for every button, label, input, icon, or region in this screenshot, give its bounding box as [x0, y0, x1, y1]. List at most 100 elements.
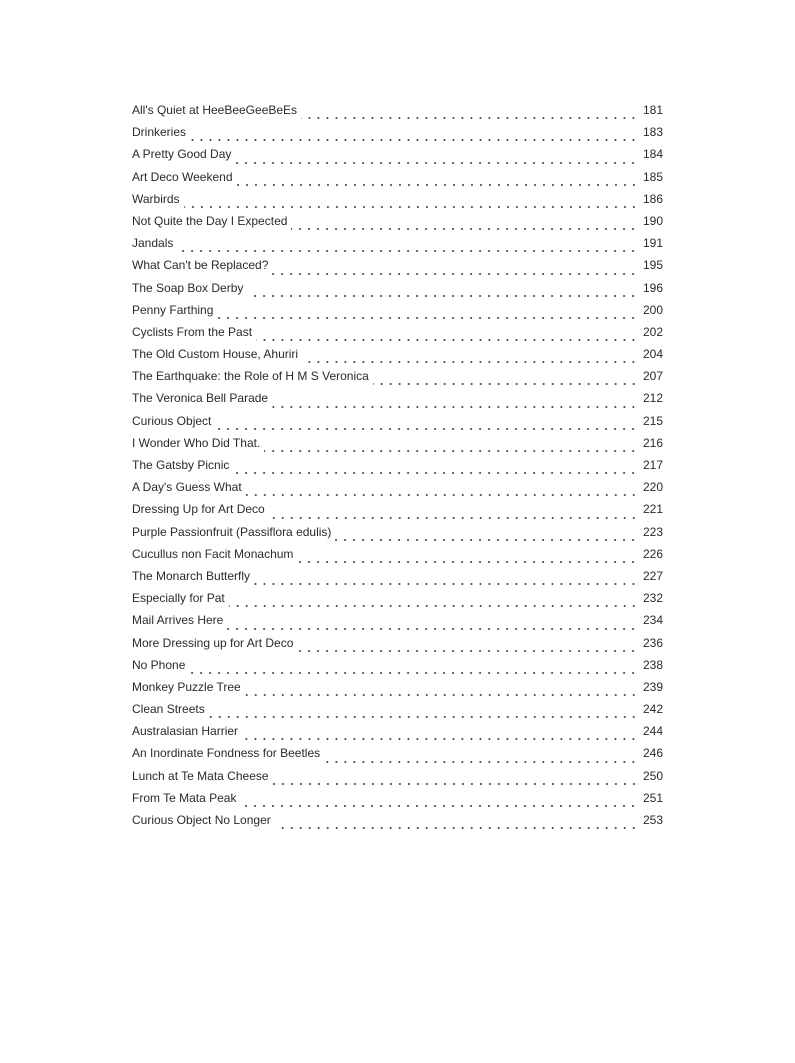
- toc-entry[interactable]: Curious Object 215: [132, 413, 663, 435]
- toc-entry-page: 234: [642, 613, 663, 628]
- toc-entry-page: 212: [642, 391, 663, 406]
- table-of-contents: All's Quiet at HeeBeeGeeBeEs 181 Drinkerie…: [132, 102, 663, 834]
- toc-entry[interactable]: A Pretty Good Day 184: [132, 146, 663, 168]
- toc-entry-page: 221: [642, 502, 663, 517]
- dot-leader: [302, 361, 641, 364]
- dot-leader: [183, 205, 641, 208]
- toc-entry-page: 238: [642, 657, 663, 672]
- toc-entry-title: Warbirds: [132, 191, 180, 206]
- dot-leader: [272, 782, 641, 785]
- toc-entry-title: The Monarch Butterfly: [132, 568, 251, 583]
- toc-entry[interactable]: Not Quite the Day I Expected 190: [132, 213, 663, 235]
- toc-entry-title: The Veronica Bell Parade: [132, 391, 269, 406]
- toc-entry[interactable]: Monkey Puzzle Tree 239: [132, 679, 663, 701]
- dot-leader: [324, 760, 641, 763]
- toc-entry[interactable]: A Day's Guess What 220: [132, 479, 663, 501]
- toc-entry[interactable]: The Veronica Bell Parade 212: [132, 390, 663, 412]
- toc-entry[interactable]: Purple Passionfruit (Passiflora edulis) 2…: [132, 524, 663, 546]
- toc-entry[interactable]: Art Deco Weekend 185: [132, 169, 663, 191]
- dot-leader: [235, 161, 641, 164]
- toc-entry[interactable]: All's Quiet at HeeBeeGeeBeEs 181: [132, 102, 663, 124]
- dot-leader: [189, 671, 641, 674]
- dot-leader: [297, 649, 641, 652]
- toc-entry-page: 215: [642, 413, 663, 428]
- toc-entry[interactable]: Penny Farthing 200: [132, 302, 663, 324]
- toc-entry-page: 185: [642, 169, 663, 184]
- dot-leader: [244, 694, 641, 697]
- toc-entry-page: 190: [642, 213, 663, 228]
- dot-leader: [254, 583, 641, 586]
- toc-entry-title: All's Quiet at HeeBeeGeeBeEs: [132, 103, 298, 117]
- toc-entry[interactable]: Jandals 191: [132, 235, 663, 257]
- toc-entry-page: 239: [642, 679, 663, 694]
- toc-entry[interactable]: No Phone 238: [132, 657, 663, 679]
- dot-leader: [372, 383, 641, 386]
- toc-entry-page: 202: [642, 324, 663, 339]
- dot-leader: [272, 272, 641, 275]
- toc-entry[interactable]: Clean Streets 242: [132, 701, 663, 723]
- dot-leader: [256, 339, 641, 342]
- toc-entry-page: 226: [642, 546, 663, 561]
- toc-entry[interactable]: The Gatsby Picnic 217: [132, 457, 663, 479]
- toc-entry-page: 195: [642, 258, 663, 273]
- dot-leader: [242, 738, 641, 741]
- toc-entry-title: The Old Custom House, Ahuriri: [132, 347, 299, 362]
- toc-entry-title: More Dressing up for Art Deco: [132, 635, 294, 650]
- toc-entry[interactable]: The Soap Box Derby 196: [132, 280, 663, 302]
- dot-leader: [291, 228, 641, 231]
- toc-entry[interactable]: The Old Custom House, Ahuriri 204: [132, 346, 663, 368]
- toc-entry[interactable]: What Can't be Replaced? 195: [132, 257, 663, 279]
- dot-leader: [217, 316, 641, 319]
- toc-entry-title: Not Quite the Day I Expected: [132, 213, 288, 228]
- toc-entry-title: Curious Object No Longer: [132, 813, 271, 827]
- toc-entry[interactable]: I Wonder Who Did That. 216: [132, 435, 663, 457]
- toc-entry[interactable]: Cucullus non Facit Monachum 226: [132, 546, 663, 568]
- toc-entry-page: 207: [642, 369, 663, 384]
- toc-entry[interactable]: Curious Object No Longer 253: [132, 812, 663, 834]
- toc-entry-page: 186: [642, 191, 663, 206]
- toc-entry-title: Drinkeries: [132, 125, 187, 140]
- toc-entry-title: Especially for Pat: [132, 591, 225, 606]
- toc-entry-title: Cucullus non Facit Monachum: [132, 546, 294, 561]
- toc-entry[interactable]: Mail Arrives Here 234: [132, 612, 663, 634]
- dot-leader: [233, 472, 641, 475]
- toc-entry-page: 216: [642, 435, 663, 450]
- toc-entry-title: Penny Farthing: [132, 302, 214, 317]
- toc-entry[interactable]: Especially for Pat 232: [132, 590, 663, 612]
- toc-entry-title: The Gatsby Picnic: [132, 458, 230, 472]
- toc-entry-page: 183: [642, 125, 663, 140]
- toc-entry-title: Purple Passionfruit (Passiflora edulis): [132, 524, 332, 539]
- toc-entry-title: No Phone: [132, 657, 186, 672]
- toc-entry-title: From Te Mata Peak: [132, 790, 237, 805]
- dot-leader: [297, 560, 641, 563]
- toc-entry-title: Mail Arrives Here: [132, 613, 224, 628]
- toc-entry[interactable]: An Inordinate Fondness for Beetles 246: [132, 745, 663, 767]
- toc-entry-title: The Earthquake: the Role of H M S Veroni…: [132, 369, 369, 384]
- toc-entry-page: 181: [642, 103, 663, 117]
- toc-entry[interactable]: Australasian Harrier 244: [132, 723, 663, 745]
- toc-entry[interactable]: More Dressing up for Art Deco 236: [132, 635, 663, 657]
- toc-entry-page: 196: [642, 280, 663, 295]
- dot-leader: [228, 605, 641, 608]
- dot-leader: [240, 805, 641, 807]
- dot-leader: [177, 250, 641, 253]
- toc-entry[interactable]: The Earthquake: the Role of H M S Veroni…: [132, 368, 663, 390]
- toc-entry-page: 227: [642, 568, 663, 583]
- toc-entry-page: 251: [642, 790, 663, 805]
- toc-entry[interactable]: Dressing Up for Art Deco 221: [132, 501, 663, 523]
- toc-entry[interactable]: Cyclists From the Past 202: [132, 324, 663, 346]
- dot-leader: [247, 294, 641, 297]
- toc-entry[interactable]: Lunch at Te Mata Cheese 250: [132, 768, 663, 790]
- toc-entry-page: 246: [642, 746, 663, 761]
- dot-leader: [335, 538, 641, 541]
- toc-entry-page: 220: [642, 480, 663, 495]
- toc-entry[interactable]: The Monarch Butterfly 227: [132, 568, 663, 590]
- toc-entry[interactable]: From Te Mata Peak 251: [132, 790, 663, 812]
- dot-leader: [227, 627, 641, 630]
- toc-entry-page: 223: [642, 524, 663, 539]
- toc-entry[interactable]: Drinkeries 183: [132, 124, 663, 146]
- toc-entry-page: 191: [642, 236, 663, 251]
- toc-entry[interactable]: Warbirds 186: [132, 191, 663, 213]
- dot-leader: [268, 516, 641, 519]
- toc-entry-title: Dressing Up for Art Deco: [132, 502, 265, 517]
